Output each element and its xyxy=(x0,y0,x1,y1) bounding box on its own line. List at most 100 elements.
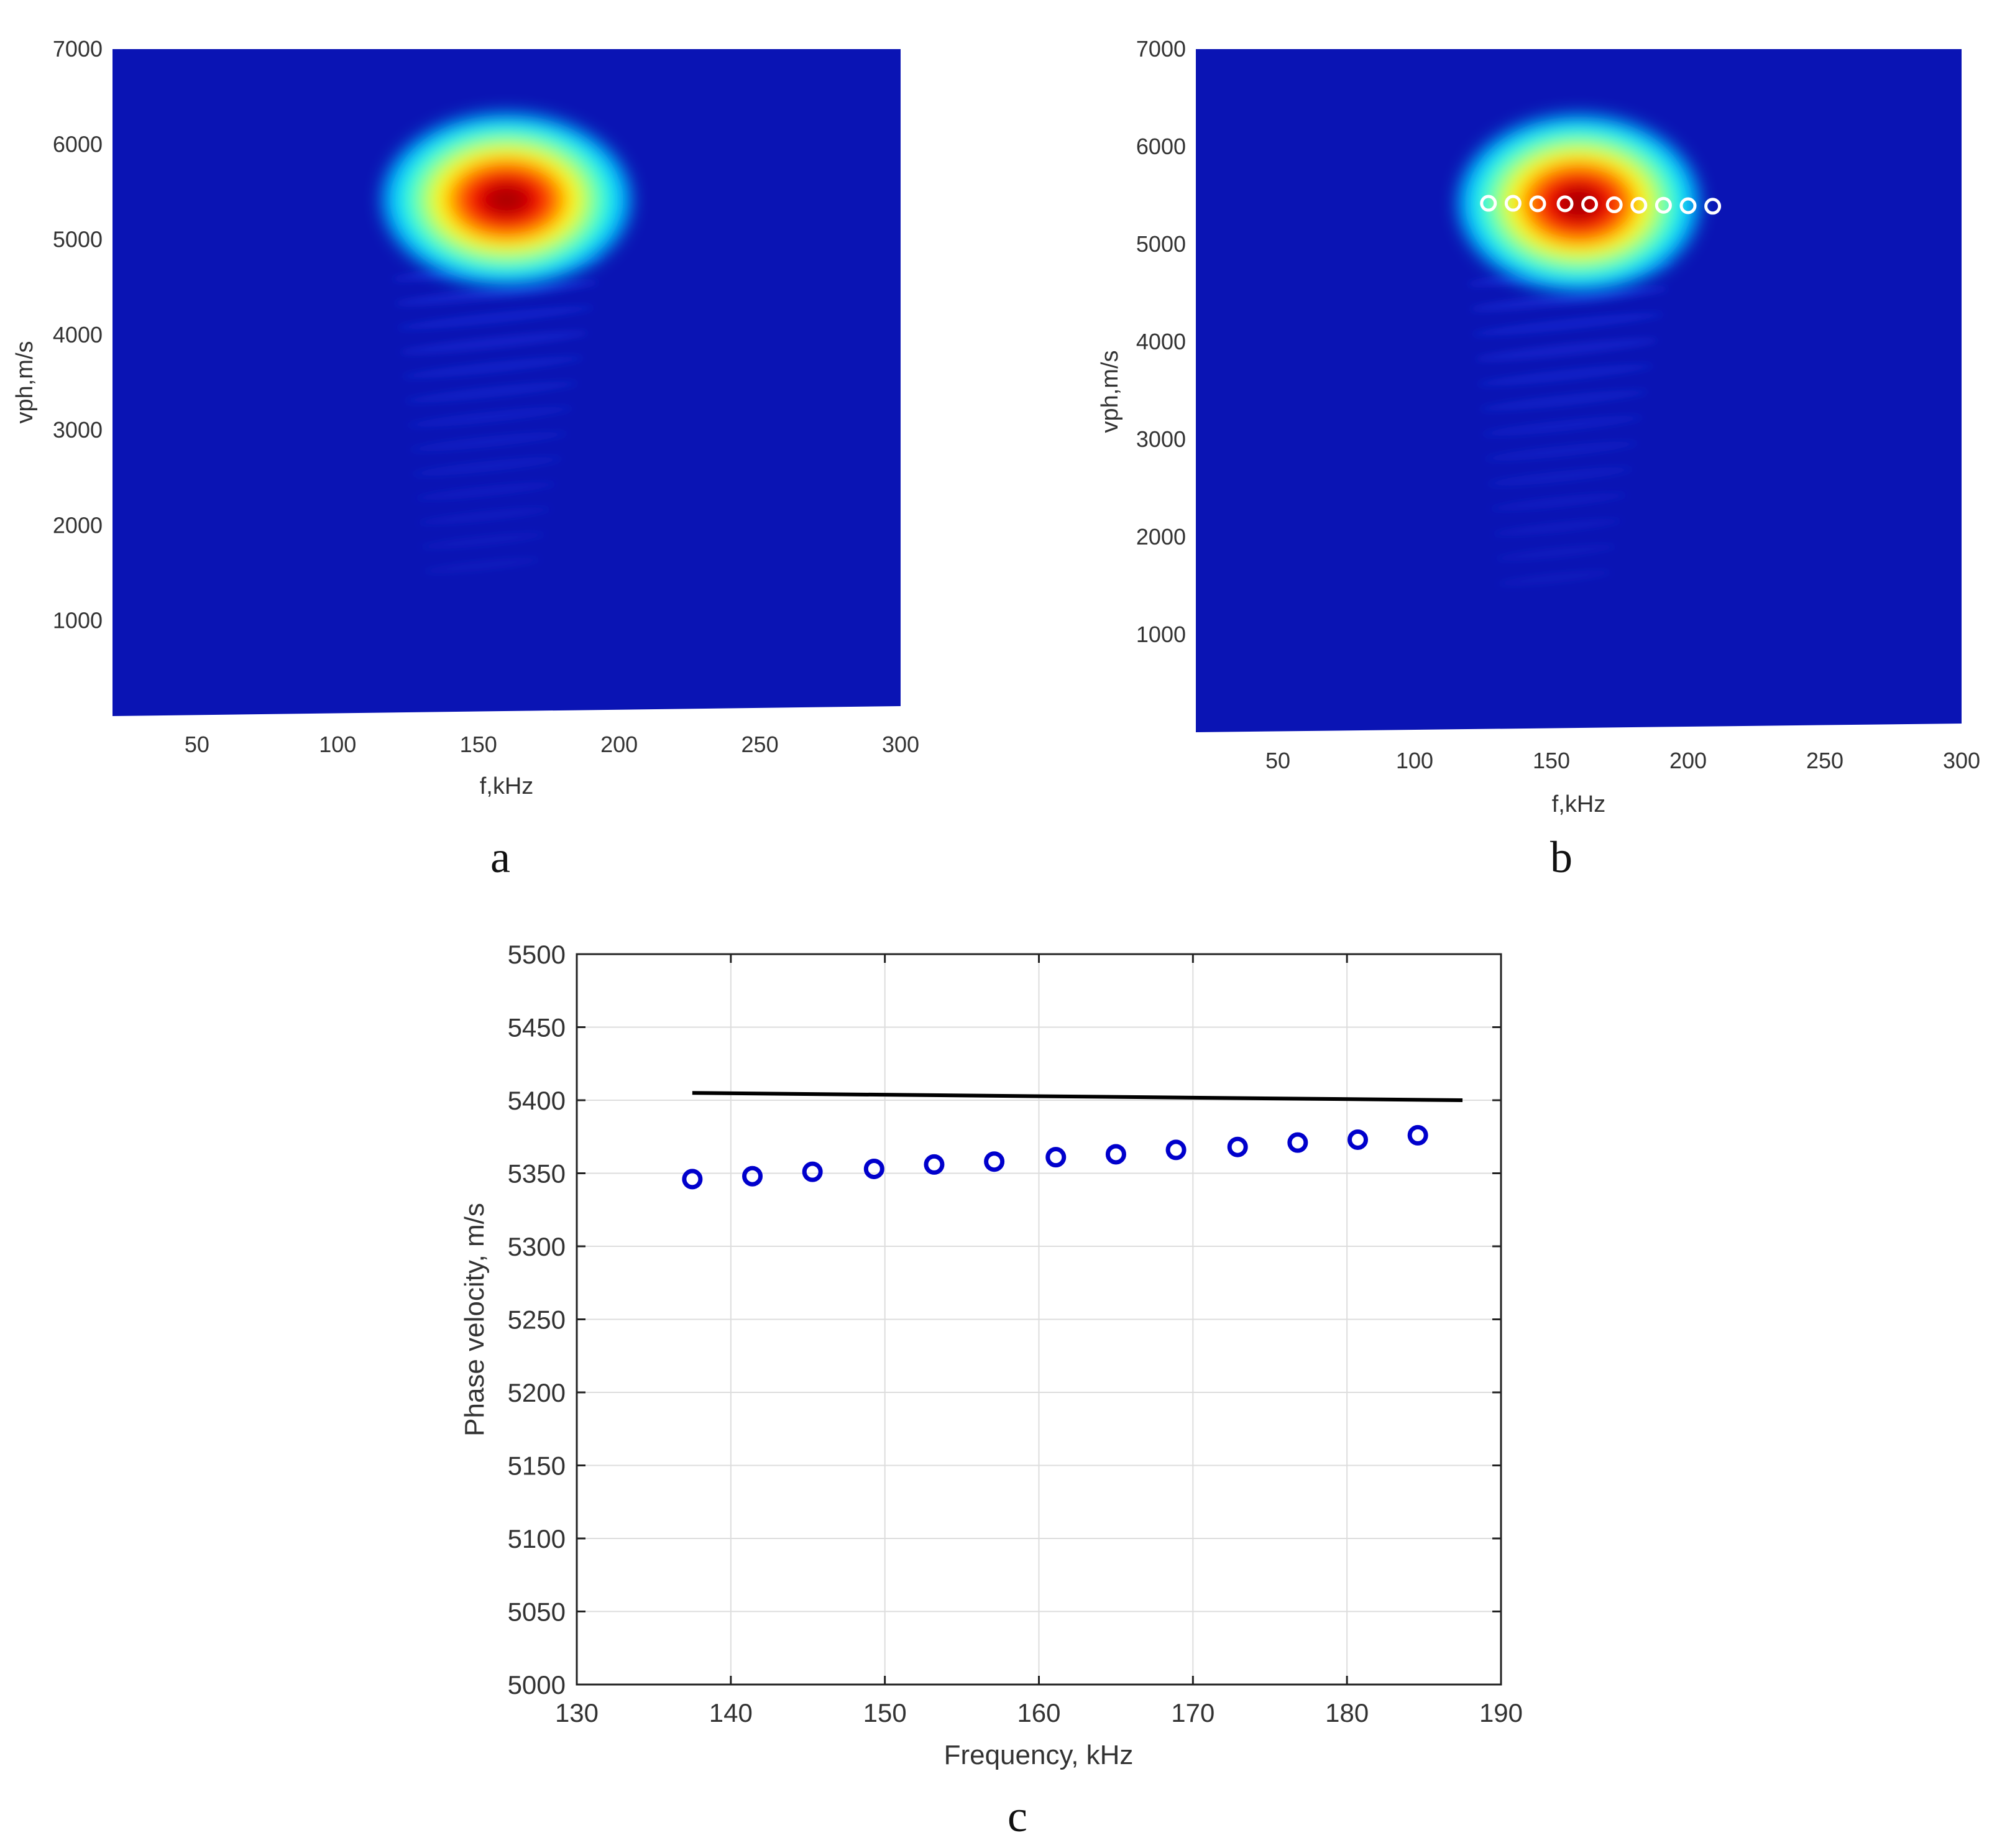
a-y-tick-label: 3000 xyxy=(53,417,103,443)
b-marker xyxy=(1630,196,1648,214)
panel-c-y-tick-label: 5350 xyxy=(508,1159,566,1188)
b-x-tick-label: 300 xyxy=(1943,748,1980,773)
a-ripple-band xyxy=(397,306,594,329)
panel-c-y-tick-label: 5000 xyxy=(508,1670,566,1699)
panel-b-x-axis-label: f,kHz xyxy=(1552,791,1606,817)
a-y-tick-label: 5000 xyxy=(53,227,103,252)
a-y-tick-label: 1000 xyxy=(53,608,103,633)
a-x-tick-label: 100 xyxy=(319,732,356,757)
a-x-tick-label: 200 xyxy=(600,732,638,757)
b-marker xyxy=(1581,196,1599,213)
b-ripple-band xyxy=(1489,492,1628,512)
panel-c-y-tick-label: 5500 xyxy=(508,940,566,969)
a-x-tick-label: 150 xyxy=(460,732,497,757)
panel-c-x-tick-label: 190 xyxy=(1479,1698,1523,1727)
panel-c-y-axis-label: Phase velocity, m/s xyxy=(459,1203,490,1437)
a-ripple-band xyxy=(416,507,552,525)
b-x-tick-label: 250 xyxy=(1806,748,1843,773)
panel-a-label: a xyxy=(490,832,510,882)
panel-c-line xyxy=(692,1091,1463,1102)
panel-c-y-tick-label: 5050 xyxy=(508,1597,566,1627)
panel-c-y-tick-label: 5100 xyxy=(508,1524,566,1553)
a-ripple-band xyxy=(402,356,584,379)
panel-c-series xyxy=(682,1091,1463,1190)
panel-c-marker xyxy=(1287,1132,1308,1153)
panel-b-bottom-wedge xyxy=(1196,724,1962,732)
panel-a-intensity-peak xyxy=(382,113,631,286)
b-marker xyxy=(1556,195,1574,213)
panel-c-y-tick-label: 5200 xyxy=(508,1378,566,1407)
b-ripple-band xyxy=(1474,338,1659,361)
panel-c-x-tick-label: 170 xyxy=(1171,1698,1214,1727)
a-ripple-band xyxy=(399,331,589,354)
panel-c-marker xyxy=(1227,1136,1248,1157)
b-ripple-band xyxy=(1484,441,1638,461)
b-y-tick-label: 6000 xyxy=(1136,134,1186,159)
panel-c-y-tick-label: 5250 xyxy=(508,1305,566,1335)
a-ripple-band xyxy=(421,557,541,574)
b-intensity-contour xyxy=(1556,186,1601,220)
panel-a-heatmap: 50 100 150 200 250 300 1000 2000 3000 4000 5000 60… xyxy=(12,36,919,882)
a-y-tick-label: 4000 xyxy=(53,322,103,347)
b-ripple-band xyxy=(1494,544,1618,561)
b-ripple-band xyxy=(1469,287,1669,311)
panel-a-bottom-wedge xyxy=(112,706,901,716)
panel-c-y-tick-labels: 5000 5050 5100 5150 5200 5250 5300 5350 5400 5450… xyxy=(508,940,566,1699)
panel-a-ripples xyxy=(392,255,605,574)
b-marker xyxy=(1655,196,1672,214)
a-x-tick-label: 250 xyxy=(741,732,779,757)
panel-c-marker xyxy=(924,1154,945,1175)
panel-c-y-tick-label: 5300 xyxy=(508,1232,566,1261)
panel-c-x-tick-labels: 130 140 150 160 170 180 190 xyxy=(555,1698,1523,1727)
b-x-tick-label: 100 xyxy=(1396,748,1433,773)
b-y-tick-label: 1000 xyxy=(1136,622,1186,647)
b-y-tick-label: 7000 xyxy=(1136,36,1186,62)
panel-b-y-tick-labels: 1000 2000 3000 4000 5000 6000 7000 xyxy=(1136,36,1186,647)
b-y-tick-label: 2000 xyxy=(1136,524,1186,549)
panel-b-y-axis-label: vph,m/s xyxy=(1097,350,1123,433)
panel-c-y-tick-label: 5450 xyxy=(508,1013,566,1042)
b-marker xyxy=(1679,197,1697,214)
panel-c-x-axis-label: Frequency, kHz xyxy=(944,1740,1134,1770)
b-marker xyxy=(1605,196,1623,213)
b-x-tick-label: 50 xyxy=(1265,748,1290,773)
panel-c-y-tick-label: 5150 xyxy=(508,1451,566,1481)
panel-c-chart: 130 140 150 160 170 180 190 5000 5050 5100 5150 52… xyxy=(459,940,1523,1841)
b-marker xyxy=(1504,195,1522,212)
panel-b-label: b xyxy=(1550,832,1572,882)
b-y-tick-label: 4000 xyxy=(1136,329,1186,354)
b-ripple-band xyxy=(1482,415,1643,436)
panel-c-x-tick-label: 150 xyxy=(863,1698,907,1727)
a-x-tick-label: 300 xyxy=(882,732,919,757)
b-ripple-band xyxy=(1496,569,1613,586)
panel-a-y-tick-labels: 1000 2000 3000 4000 5000 6000 7000 xyxy=(53,36,103,633)
a-ripple-band xyxy=(406,407,573,428)
a-ripple-band xyxy=(414,482,558,500)
panel-c-tick-marks xyxy=(576,953,1502,1686)
panel-b-heatmap: 50 100 150 200 250 300 1000 2000 3000 4000 5000 60… xyxy=(1097,36,1980,882)
panel-b-markers xyxy=(1480,195,1722,215)
b-ripple-band xyxy=(1491,518,1623,536)
panel-c-x-tick-label: 130 xyxy=(555,1698,599,1727)
b-marker xyxy=(1704,198,1722,215)
panel-c-x-tick-label: 180 xyxy=(1325,1698,1369,1727)
panel-a-x-tick-labels: 50 100 150 200 250 300 xyxy=(185,732,919,757)
panel-c-marker xyxy=(863,1158,884,1179)
a-y-tick-label: 6000 xyxy=(53,131,103,157)
panel-c-marker xyxy=(682,1169,703,1190)
panel-b-intensity-peak xyxy=(1458,114,1699,292)
b-ripple-band xyxy=(1472,313,1664,336)
b-x-tick-label: 150 xyxy=(1533,748,1570,773)
panel-c-marker xyxy=(1165,1139,1187,1161)
panel-c-x-tick-label: 160 xyxy=(1017,1698,1060,1727)
panel-c-marker xyxy=(1407,1124,1428,1146)
b-ripple-band xyxy=(1477,364,1654,386)
b-marker xyxy=(1529,195,1546,213)
a-ripple-band xyxy=(411,457,562,476)
a-ripple-band xyxy=(394,281,600,305)
a-y-tick-label: 7000 xyxy=(53,36,103,62)
panel-c-x-tick-label: 140 xyxy=(709,1698,753,1727)
a-intensity-contour xyxy=(484,183,530,216)
b-marker xyxy=(1480,195,1497,212)
a-ripple-band xyxy=(419,532,547,549)
